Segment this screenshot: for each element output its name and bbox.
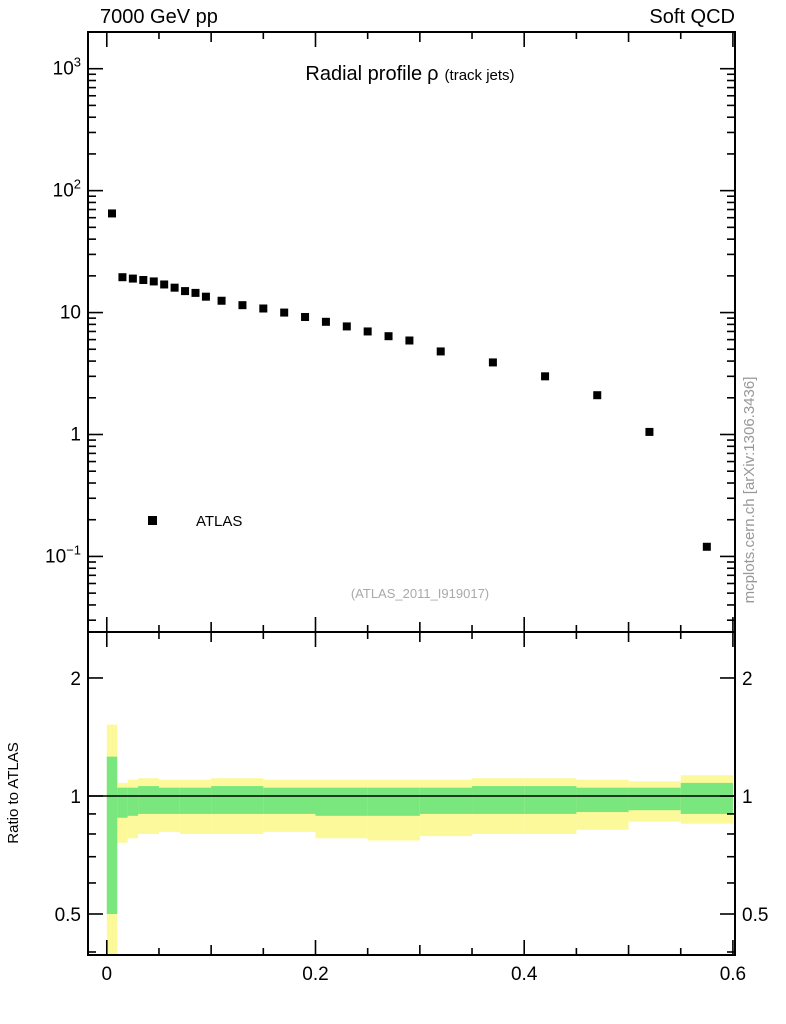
data-point-marker: [301, 312, 310, 321]
uncertainty-band-inner: [263, 787, 316, 814]
uncertainty-band-inner: [367, 787, 420, 816]
uncertainty-band-inner: [576, 787, 629, 813]
analysis-reference-label: (ATLAS_2011_I919017): [351, 586, 489, 601]
ratio-axis-title: Ratio to ATLAS: [5, 742, 22, 843]
data-point-marker: [238, 301, 247, 310]
uncertainty-band-inner: [106, 756, 118, 915]
data-point-marker: [217, 296, 226, 305]
y-axis-tick-label: 102: [53, 177, 81, 202]
data-point-marker: [541, 372, 550, 381]
data-point-marker: [593, 391, 602, 400]
data-point-marker: [170, 283, 179, 292]
data-point-marker: [405, 336, 414, 345]
y-axis-tick-label: 1: [70, 424, 81, 445]
data-point-marker: [645, 427, 654, 436]
data-point-marker: [363, 327, 372, 336]
data-point-marker: [118, 273, 127, 282]
data-point-marker: [191, 288, 200, 297]
y-axis-tick-label: 103: [53, 55, 81, 80]
data-markers-layer: [108, 209, 711, 551]
plot-title-main: Radial profile: [305, 63, 422, 85]
x-axis-tick-label: 0.2: [302, 964, 328, 985]
data-point-marker: [488, 358, 497, 367]
ratio-tick-label-right: 0.5: [742, 905, 768, 926]
data-point-marker: [160, 280, 169, 289]
ratio-tick-label-right: 2: [742, 669, 753, 690]
uncertainty-band-inner: [138, 786, 159, 814]
x-axis-tick-label: 0.4: [511, 964, 538, 985]
uncertainty-band-inner: [179, 787, 212, 814]
ratio-panel-frame: [87, 631, 736, 956]
uncertainty-band-inner: [127, 787, 139, 816]
ratio-tick-label-left: 0.5: [55, 905, 81, 926]
ratio-tick-label-left: 1: [70, 787, 81, 808]
uncertainty-band-inner: [117, 787, 128, 818]
data-point-marker: [108, 209, 117, 218]
data-point-marker: [384, 332, 393, 341]
data-point-marker: [181, 287, 190, 296]
process-group-label: Soft QCD: [649, 6, 735, 28]
data-point-marker: [280, 308, 289, 317]
ratio-tick-label-left: 2: [70, 669, 81, 690]
uncertainty-band-inner: [524, 786, 577, 814]
uncertainty-band-inner: [158, 787, 180, 814]
beam-energy-label: 7000 GeV pp: [100, 6, 218, 28]
data-point-marker: [201, 292, 210, 301]
uncertainty-band-inner: [419, 787, 473, 814]
ratio-tick-label-right: 1: [742, 787, 753, 808]
plot-title-qualifier: (track jets): [445, 67, 515, 84]
data-point-marker: [149, 277, 158, 286]
main-panel-frame: [87, 31, 736, 633]
y-axis-tick-label: 10: [60, 303, 81, 324]
uncertainty-band-inner: [628, 787, 681, 811]
mcplots-watermark: mcplots.cern.ch [arXiv:1306.3436]: [741, 377, 758, 604]
x-axis-tick-label: 0: [101, 964, 112, 985]
x-axis-tick-label: 0.6: [720, 964, 746, 985]
legend-label: ATLAS: [196, 513, 242, 530]
legend-marker: [148, 516, 157, 525]
uncertainty-bands-layer: [88, 724, 735, 955]
data-point-marker: [342, 322, 351, 331]
plot-title-symbol: ρ: [427, 63, 438, 85]
data-point-marker: [702, 542, 711, 551]
data-point-marker: [128, 274, 137, 283]
data-point-marker: [321, 317, 330, 326]
data-point-marker: [259, 304, 268, 313]
uncertainty-band-inner: [472, 786, 525, 814]
uncertainty-band-inner: [680, 782, 733, 814]
plot-title: Radial profile ρ (track jets): [305, 63, 514, 85]
data-point-marker: [139, 275, 148, 284]
uncertainty-band-inner: [211, 786, 264, 814]
y-axis-tick-label: 10−1: [45, 542, 81, 567]
axes-frame-layer: 10−1 1 10 102 103 0.5 0.5 1 1 2 2 0 0.2 0.4 0.6: [45, 31, 768, 985]
data-point-marker: [436, 347, 445, 356]
uncertainty-band-inner: [315, 787, 368, 816]
